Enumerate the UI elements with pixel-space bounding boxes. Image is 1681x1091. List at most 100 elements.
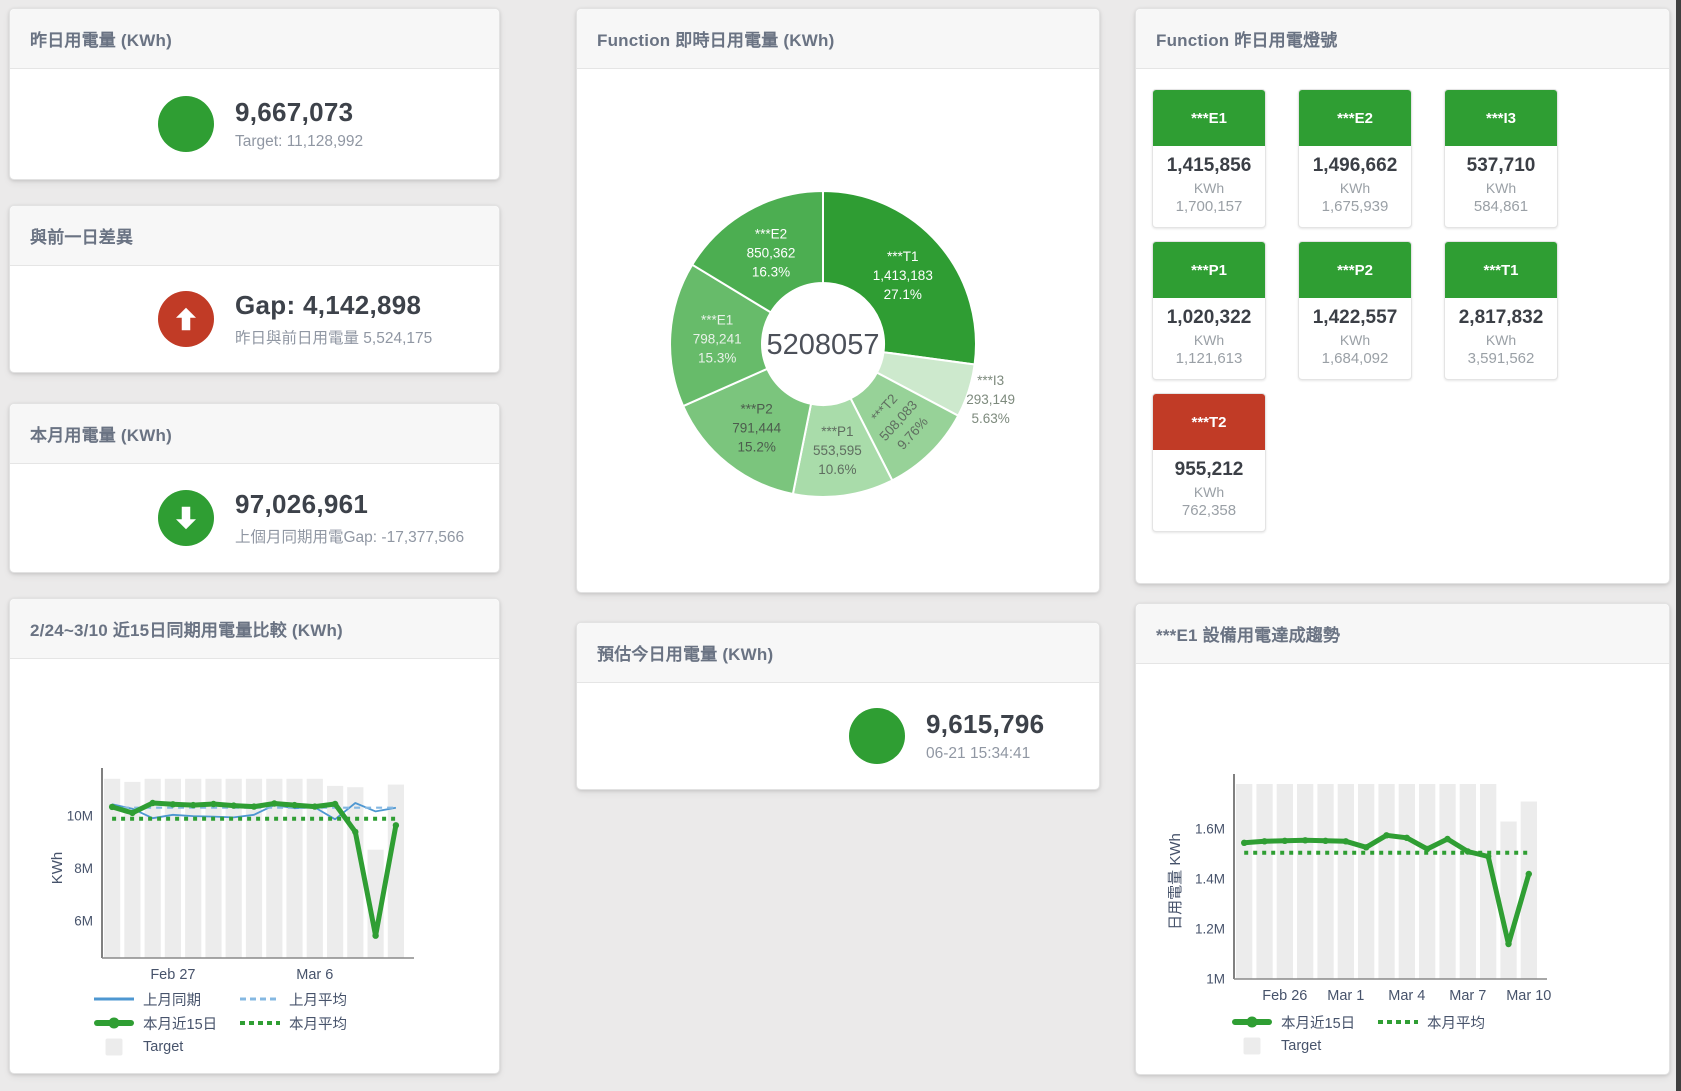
compare-line-chart[interactable]: 6M 8M 10M Feb 27 Mar 6 KWh xyxy=(10,659,501,989)
legend-item-this-month[interactable]: 本月近15日 xyxy=(94,1013,240,1034)
legend-item-this-month-avg[interactable]: 本月平均 xyxy=(1378,1012,1524,1033)
tile-target-value: 3,591,562 xyxy=(1467,350,1535,367)
tile-target-value: 1,121,613 xyxy=(1175,350,1243,367)
e1-trend-line-chart[interactable]: 1M 1.2M 1.4M 1.6M Feb 26 Mar 1 Mar 4 Mar 7 Mar 1… xyxy=(1136,664,1671,1009)
tile-body: 1,422,557 KWh 1,684,092 xyxy=(1299,298,1411,367)
svg-text:10M: 10M xyxy=(67,809,93,824)
dashed-line-marker-icon xyxy=(240,990,280,1008)
tile-body: 955,212 KWh 762,358 xyxy=(1153,450,1265,519)
card-title: 本月用電量 (KWh) xyxy=(30,426,172,445)
tile-value: 537,710 xyxy=(1466,155,1536,176)
card-month-usage: 本月用電量 (KWh) 97,026,961 上個月同期用電Gap: -17,3… xyxy=(9,403,500,573)
card-title: 預估今日用電量 (KWh) xyxy=(597,645,774,664)
tile-header: ***T2 xyxy=(1153,394,1265,450)
tile-body: 537,710 KWh 584,861 xyxy=(1445,146,1557,215)
svg-text:1.6M: 1.6M xyxy=(1195,822,1225,837)
light-tile-I3: ***I3 537,710 KWh 584,861 xyxy=(1444,89,1558,228)
tile-body: 1,020,322 KWh 1,121,613 xyxy=(1153,298,1265,367)
compare-legend: 上月同期 上月平均 本月近15日 本月平均 Target xyxy=(94,989,386,1061)
card-header: ***E1 設備用電達成趨勢 xyxy=(1136,604,1669,664)
svg-text:Feb 27: Feb 27 xyxy=(150,967,195,983)
svg-text:6M: 6M xyxy=(74,914,93,929)
legend-row: Target xyxy=(1232,1036,1524,1056)
legend-item-this-month-avg[interactable]: 本月平均 xyxy=(240,1013,386,1034)
light-tile-T2: ***T2 955,212 KWh 762,358 xyxy=(1152,393,1266,532)
card-header: Function 昨日用電燈號 xyxy=(1136,9,1669,69)
tile-header: ***P2 xyxy=(1299,242,1411,298)
svg-text:Mar 7: Mar 7 xyxy=(1449,988,1486,1004)
kpi-body: Gap: 4,142,898 昨日與前日用電量 5,524,175 xyxy=(10,266,499,372)
tile-value: 955,212 xyxy=(1174,459,1244,480)
tile-target-value: 1,684,092 xyxy=(1321,350,1389,367)
tile-unit: KWh xyxy=(1485,180,1517,196)
target-swatch-icon xyxy=(94,1038,134,1056)
tile-target-value: 1,675,939 xyxy=(1321,198,1389,215)
svg-text:日用電量 KWh: 日用電量 KWh xyxy=(1167,833,1184,930)
kpi-subtext: Target: 11,128,992 xyxy=(235,133,364,150)
screen-edge-line xyxy=(1676,0,1681,1091)
card-title: 昨日用電量 (KWh) xyxy=(30,31,172,50)
svg-text:Mar 6: Mar 6 xyxy=(296,967,333,983)
legend-item-target[interactable]: Target xyxy=(94,1038,240,1056)
kpi-value: 9,667,073 xyxy=(235,97,354,127)
dotted-line-marker-icon xyxy=(1378,1013,1418,1031)
tile-target-value: 584,861 xyxy=(1473,198,1529,215)
light-tile-T1: ***T1 2,817,832 KWh 3,591,562 xyxy=(1444,241,1558,380)
svg-text:Mar 4: Mar 4 xyxy=(1388,988,1425,1004)
card-yesterday-usage: 昨日用電量 (KWh) 9,667,073 Target: 11,128,992 xyxy=(9,8,500,180)
light-tile-P1: ***P1 1,020,322 KWh 1,121,613 xyxy=(1152,241,1266,380)
kpi-value: 97,026,961 xyxy=(235,489,369,519)
card-title: 2/24~3/10 近15日同期用電量比較 (KWh) xyxy=(30,621,343,640)
legend-item-this-month[interactable]: 本月近15日 xyxy=(1232,1012,1378,1033)
legend-item-prev-month[interactable]: 上月同期 xyxy=(94,989,240,1010)
tile-unit: KWh xyxy=(1193,180,1225,196)
card-realtime-donut: Function 即時日用電量 (KWh) ***T1 1,413,183 27.1… xyxy=(576,8,1100,593)
legend-item-prev-month-avg[interactable]: 上月平均 xyxy=(240,989,386,1010)
kpi-subtext: 昨日與前日用電量 5,524,175 xyxy=(235,330,433,347)
tile-target-value: 762,358 xyxy=(1181,502,1237,519)
card-header: 本月用電量 (KWh) xyxy=(10,404,499,464)
svg-text:1.4M: 1.4M xyxy=(1195,872,1225,887)
kpi-timestamp: 06-21 15:34:41 xyxy=(926,745,1031,762)
card-estimate-today: 預估今日用電量 (KWh) 9,615,796 06-21 15:34:41 xyxy=(576,622,1100,790)
light-tile-E1: ***E1 1,415,856 KWh 1,700,157 xyxy=(1152,89,1266,228)
card-compare-chart: 2/24~3/10 近15日同期用電量比較 (KWh) 6M 8M 10M Feb 2… xyxy=(9,598,500,1074)
tile-header: ***E1 xyxy=(1153,90,1265,146)
kpi-value: Gap: 4,142,898 xyxy=(235,290,422,320)
thick-line-marker-icon xyxy=(1232,1013,1272,1031)
card-e1-trend-chart: ***E1 設備用電達成趨勢 1M 1.2M 1.4M 1.6M Feb 26 Mar 1… xyxy=(1135,603,1670,1075)
tile-unit: KWh xyxy=(1339,332,1371,348)
svg-text:8M: 8M xyxy=(74,861,93,876)
svg-text:5208057: 5208057 xyxy=(767,329,880,361)
legend-row: 本月近15日 本月平均 xyxy=(1232,1012,1524,1032)
dotted-line-marker-icon xyxy=(240,1014,280,1032)
target-swatch-icon xyxy=(1232,1037,1272,1055)
legend-row: Target xyxy=(94,1037,386,1057)
status-circle-green-icon xyxy=(158,96,214,152)
arrow-down-circle-icon xyxy=(158,490,214,546)
svg-text:Mar 10: Mar 10 xyxy=(1506,988,1551,1004)
legend-item-target[interactable]: Target xyxy=(1232,1037,1378,1055)
kpi-subtext: 上個月同期用電Gap: -17,377,566 xyxy=(235,529,465,546)
lights-grid: ***E1 1,415,856 KWh 1,700,157 ***E2 1,496,662… xyxy=(1136,69,1669,583)
thick-line-marker-icon xyxy=(94,1014,134,1032)
card-day-gap: 與前一日差異 Gap: 4,142,898 昨日與前日用電量 5,524,175 xyxy=(9,205,500,373)
card-header: Function 即時日用電量 (KWh) xyxy=(577,9,1099,69)
tile-unit: KWh xyxy=(1485,332,1517,348)
card-yesterday-lights: Function 昨日用電燈號 ***E1 1,415,856 KWh 1,700,1… xyxy=(1135,8,1670,584)
svg-text:Mar 1: Mar 1 xyxy=(1327,988,1364,1004)
card-title: ***E1 設備用電達成趨勢 xyxy=(1156,626,1341,645)
tile-value: 1,020,322 xyxy=(1166,307,1252,328)
tile-value: 1,496,662 xyxy=(1312,155,1398,176)
tile-header: ***T1 xyxy=(1445,242,1557,298)
card-header: 與前一日差異 xyxy=(10,206,499,266)
card-header: 2/24~3/10 近15日同期用電量比較 (KWh) xyxy=(10,599,499,659)
tile-header: ***P1 xyxy=(1153,242,1265,298)
realtime-usage-donut-chart[interactable]: ***T1 1,413,183 27.1%***I3 293,149 5.63%***T… xyxy=(577,69,1101,594)
card-title: Function 昨日用電燈號 xyxy=(1156,31,1338,50)
